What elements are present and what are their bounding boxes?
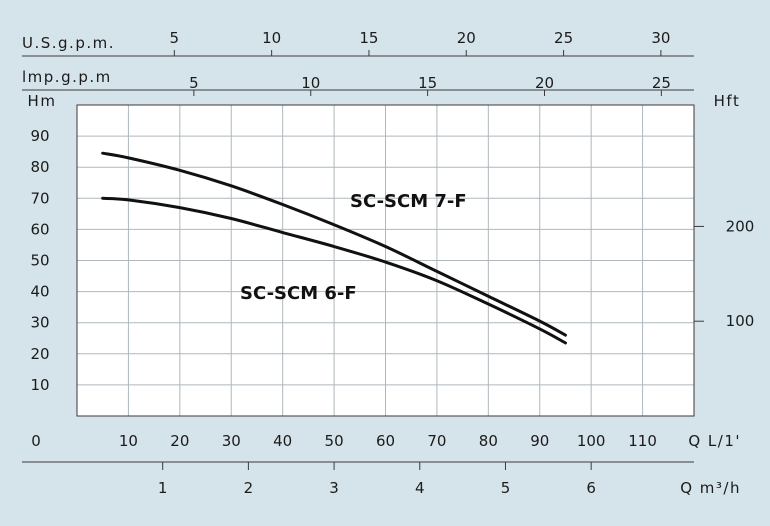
y-tick-label: 90	[30, 127, 49, 145]
us-gpm-tick-label: 5	[170, 29, 180, 47]
y2-tick-label: 200	[726, 217, 755, 235]
x-tick-label: 30	[222, 432, 241, 450]
imp-gpm-tick-label: 20	[535, 74, 554, 92]
m3h-tick-label: 1	[158, 479, 168, 497]
y-tick-label: 60	[30, 220, 49, 238]
m3h-tick-label: 5	[501, 479, 511, 497]
us-gpm-tick-label: 20	[457, 29, 476, 47]
x-origin-label: 0	[31, 432, 41, 450]
imp-gpm-tick-label: 25	[652, 74, 671, 92]
x-tick-label: 90	[530, 432, 549, 450]
x-tick-label: 80	[479, 432, 498, 450]
us-gpm-tick-label: 10	[262, 29, 281, 47]
m3h-tick-label: 2	[244, 479, 254, 497]
x-tick-label: 10	[119, 432, 138, 450]
m3h-tick-label: 6	[586, 479, 596, 497]
grid-lines	[77, 105, 694, 416]
x-tick-label: 70	[427, 432, 446, 450]
series-curve	[101, 151, 567, 337]
y-tick-label: 50	[30, 252, 49, 270]
m3h-axis-label: Q m³/h	[680, 479, 741, 497]
x-axis-label: Q L/1'	[688, 432, 741, 450]
m3h-tick-label: 3	[329, 479, 339, 497]
x-tick-label: 50	[325, 432, 344, 450]
imp-gpm-tick-label: 15	[418, 74, 437, 92]
series-label: SC-SCM 7-F	[350, 191, 467, 212]
plot-frame	[76, 104, 695, 417]
imp-gpm-tick-label: 5	[189, 74, 199, 92]
x-tick-label: 110	[628, 432, 657, 450]
imp-gpm-tick-label: 10	[301, 74, 320, 92]
series-curves	[101, 151, 567, 345]
m3h-tick-label: 4	[415, 479, 425, 497]
x-tick-label: 20	[170, 432, 189, 450]
imp-gpm-axis-label: lmp.g.p.m	[22, 68, 112, 86]
y2-tick-label: 100	[726, 312, 755, 330]
axes	[22, 50, 704, 470]
y-tick-label: 10	[30, 376, 49, 394]
series-curve	[101, 196, 567, 345]
y-tick-label: 30	[30, 314, 49, 332]
x-tick-label: 100	[577, 432, 606, 450]
y-tick-label: 80	[30, 158, 49, 176]
x-tick-label: 40	[273, 432, 292, 450]
y-tick-label: 40	[30, 283, 49, 301]
series-label: SC-SCM 6-F	[240, 283, 357, 304]
us-gpm-axis-label: U.S.g.p.m.	[22, 34, 115, 52]
us-gpm-tick-label: 15	[359, 29, 378, 47]
us-gpm-tick-label: 25	[554, 29, 573, 47]
us-gpm-tick-label: 30	[651, 29, 670, 47]
y-axis-label: Hm	[28, 92, 57, 110]
y2-axis-label: Hft	[714, 92, 741, 110]
y-tick-label: 70	[30, 189, 49, 207]
x-tick-label: 60	[376, 432, 395, 450]
y-tick-label: 20	[30, 345, 49, 363]
